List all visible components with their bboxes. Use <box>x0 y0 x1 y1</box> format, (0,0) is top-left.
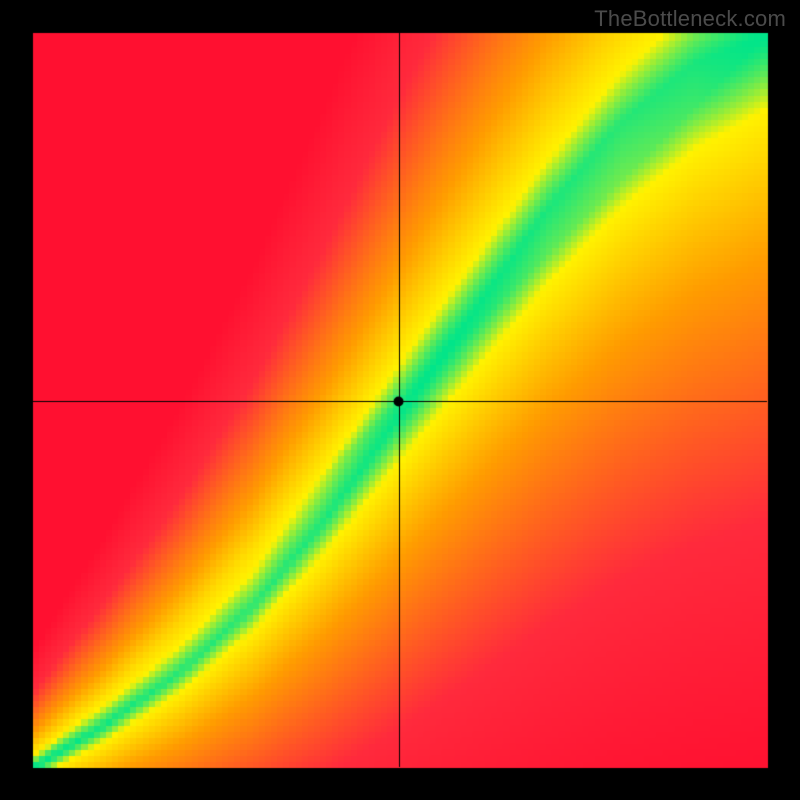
watermark-text: TheBottleneck.com <box>594 6 786 32</box>
heatmap-canvas <box>0 0 800 800</box>
chart-container: TheBottleneck.com <box>0 0 800 800</box>
